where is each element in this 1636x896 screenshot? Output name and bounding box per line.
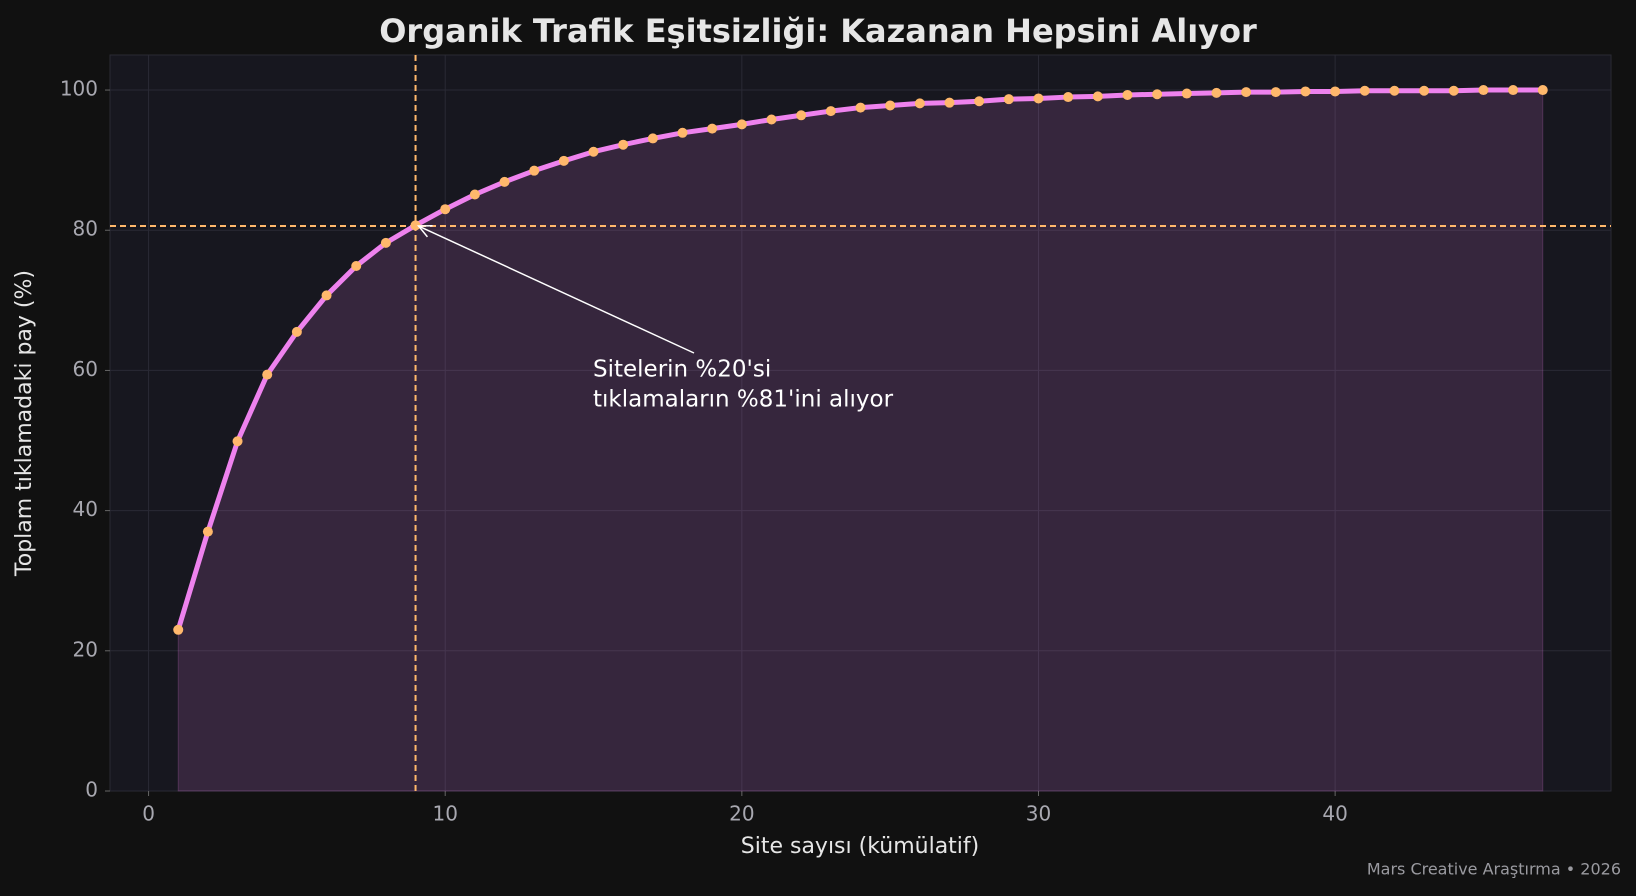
- marker: [766, 114, 777, 125]
- y-tick-label: 100: [60, 77, 98, 101]
- x-tick-label: 10: [432, 802, 457, 826]
- marker: [974, 96, 985, 107]
- marker: [1092, 91, 1103, 102]
- x-axis-label: Site sayısı (kümülatif): [741, 834, 980, 859]
- x-tick-label: 40: [1322, 802, 1347, 826]
- marker: [380, 237, 391, 248]
- y-axis-label: Toplam tıklamadaki pay (%): [12, 270, 37, 577]
- marker: [558, 155, 569, 166]
- marker: [944, 97, 955, 108]
- marker: [262, 369, 273, 380]
- marker: [291, 326, 302, 337]
- marker: [1122, 89, 1133, 100]
- x-tick-label: 30: [1026, 802, 1051, 826]
- marker: [1152, 89, 1163, 100]
- marker: [1033, 93, 1044, 104]
- chart-title: Organik Trafik Eşitsizliği: Kazanan Heps…: [379, 12, 1257, 50]
- marker: [1241, 87, 1252, 98]
- annotation-text: tıklamaların %81'ini alıyor: [593, 387, 894, 413]
- footer: Mars Creative Araştırma • 2026: [1367, 860, 1621, 879]
- marker: [736, 119, 747, 130]
- marker: [914, 98, 925, 109]
- marker: [1003, 94, 1014, 105]
- y-tick-label: 40: [73, 497, 98, 521]
- marker: [173, 624, 184, 635]
- marker: [440, 204, 451, 215]
- marker: [707, 123, 718, 134]
- marker: [588, 146, 599, 157]
- plot-area: [109, 54, 1612, 792]
- marker: [677, 127, 688, 138]
- marker: [1419, 85, 1430, 96]
- marker: [1359, 85, 1370, 96]
- annotation-text: Sitelerin %20'si: [593, 357, 771, 383]
- marker: [202, 526, 213, 537]
- marker: [410, 220, 421, 231]
- marker: [1063, 92, 1074, 103]
- marker: [1211, 87, 1222, 98]
- marker: [1300, 86, 1311, 97]
- marker: [499, 176, 510, 187]
- marker: [1389, 85, 1400, 96]
- marker: [1478, 85, 1489, 96]
- marker: [1330, 86, 1341, 97]
- marker: [855, 102, 866, 113]
- marker: [825, 106, 836, 117]
- annotation-arrow: [418, 225, 695, 354]
- marker: [1181, 88, 1192, 99]
- marker: [885, 100, 896, 111]
- y-tick-label: 0: [85, 778, 98, 802]
- marker: [321, 290, 332, 301]
- annotation-arrowhead: [416, 225, 433, 238]
- marker: [469, 189, 480, 200]
- marker: [796, 110, 807, 121]
- marker: [1448, 85, 1459, 96]
- marker: [1537, 85, 1548, 96]
- x-tick-label: 0: [142, 802, 155, 826]
- y-tick-label: 20: [73, 637, 98, 661]
- marker: [647, 133, 658, 144]
- marker: [1270, 87, 1281, 98]
- marker: [232, 436, 243, 447]
- y-tick-label: 80: [73, 217, 98, 241]
- x-tick-label: 20: [729, 802, 754, 826]
- y-tick-label: 60: [73, 357, 98, 381]
- marker: [351, 260, 362, 271]
- marker: [529, 165, 540, 176]
- marker: [618, 139, 629, 150]
- marker: [1508, 85, 1519, 96]
